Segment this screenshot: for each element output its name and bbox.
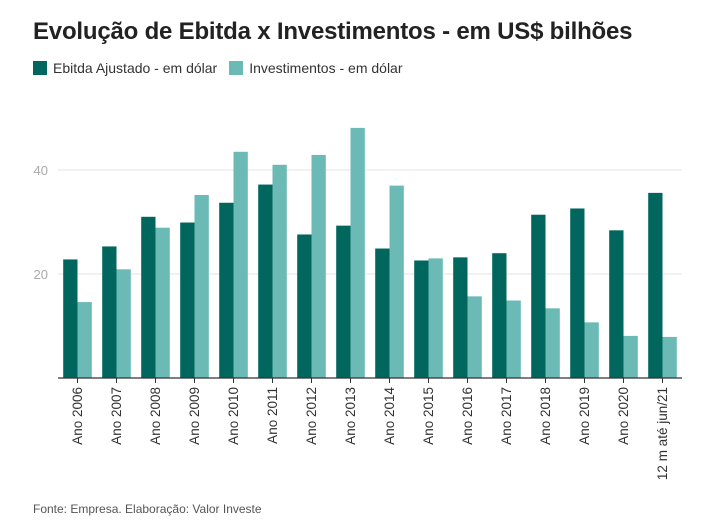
bar-investimentos-9: [428, 258, 443, 378]
bar-ebitda-11: [492, 253, 507, 378]
x-tick-label-1: Ano 2007: [109, 387, 124, 445]
y-tick-label-20: 20: [34, 267, 48, 282]
chart-title: Evolução de Ebitda x Investimentos - em …: [33, 18, 633, 45]
y-tick-label-40: 40: [34, 163, 48, 178]
x-tick-label-13: Ano 2019: [577, 387, 592, 445]
bar-investimentos-8: [389, 185, 404, 378]
x-tick-label-3: Ano 2009: [187, 387, 202, 445]
bar-ebitda-4: [219, 202, 234, 378]
x-tick-label-15: 12 m até jun/21: [655, 387, 670, 480]
bar-ebitda-14: [609, 230, 624, 378]
bar-investimentos-5: [272, 164, 287, 378]
x-tick-label-9: Ano 2015: [421, 387, 436, 445]
bar-ebitda-15: [648, 192, 663, 378]
bar-ebitda-6: [297, 234, 312, 378]
legend-label-investimentos: Investimentos - em dólar: [249, 60, 403, 76]
x-tick-label-0: Ano 2006: [70, 387, 85, 445]
bar-investimentos-0: [77, 302, 92, 378]
x-tick-label-10: Ano 2016: [460, 387, 475, 445]
x-tick-label-8: Ano 2014: [382, 387, 397, 445]
x-tick-label-14: Ano 2020: [616, 387, 631, 445]
x-tick-label-2: Ano 2008: [148, 387, 163, 445]
bar-ebitda-1: [102, 246, 117, 378]
x-tick-label-6: Ano 2012: [304, 387, 319, 445]
bar-investimentos-13: [584, 322, 599, 378]
bar-ebitda-2: [141, 216, 156, 378]
bar-ebitda-9: [414, 260, 429, 378]
source-note: Fonte: Empresa. Elaboração: Valor Invest…: [33, 502, 262, 516]
bar-investimentos-4: [233, 151, 248, 378]
legend-item-ebitda: Ebitda Ajustado - em dólar: [33, 60, 217, 76]
bar-investimentos-6: [311, 154, 326, 378]
bar-ebitda-8: [375, 248, 390, 378]
x-tick-label-12: Ano 2018: [538, 387, 553, 445]
bar-ebitda-13: [570, 208, 585, 378]
bar-investimentos-14: [623, 335, 638, 378]
bar-investimentos-15: [662, 336, 677, 378]
bar-ebitda-12: [531, 214, 546, 378]
x-tick-label-5: Ano 2011: [265, 387, 280, 444]
bar-investimentos-7: [350, 127, 365, 378]
bar-investimentos-1: [116, 269, 131, 378]
bar-investimentos-11: [506, 300, 521, 378]
legend-label-ebitda: Ebitda Ajustado - em dólar: [53, 60, 218, 76]
x-tick-label-7: Ano 2013: [343, 387, 358, 445]
bar-investimentos-10: [467, 296, 482, 378]
legend-swatch-investimentos: [229, 61, 244, 75]
legend-swatch-ebitda: [33, 61, 47, 75]
bar-ebitda-0: [63, 259, 78, 378]
bar-investimentos-3: [194, 194, 209, 378]
legend-item-investimentos: Investimentos - em dólar: [229, 60, 403, 76]
bar-ebitda-3: [180, 222, 195, 378]
legend: Ebitda Ajustado - em dólar Investimentos…: [33, 60, 415, 76]
bar-ebitda-5: [258, 184, 273, 378]
x-tick-label-11: Ano 2017: [499, 387, 514, 445]
bar-investimentos-2: [155, 227, 170, 378]
x-tick-label-4: Ano 2010: [226, 387, 241, 445]
bar-investimentos-12: [545, 308, 560, 378]
bar-ebitda-7: [336, 225, 351, 378]
bar-ebitda-10: [453, 257, 468, 378]
